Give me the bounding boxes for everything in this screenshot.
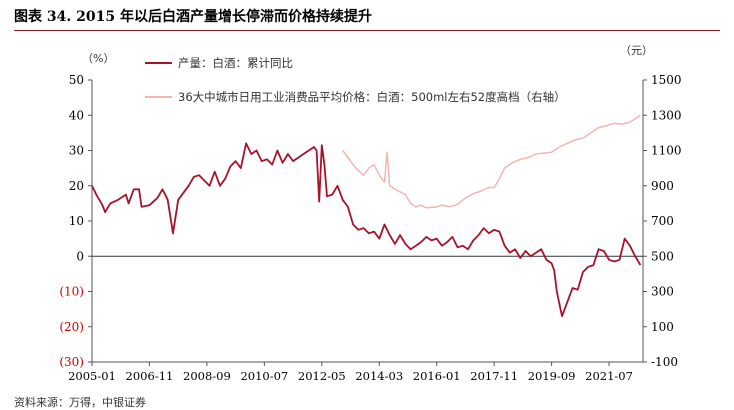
legend: 产量：白酒：累计同比 36大中城市日用工业消费品平均价格：白酒：500ml左右52… — [145, 56, 566, 104]
series-price-line — [342, 114, 641, 209]
x-tick-label: 2021-07 — [585, 369, 633, 383]
series-lines — [91, 114, 642, 318]
left-tick-label: 0 — [76, 249, 84, 263]
left-tick-label: 20 — [69, 179, 84, 193]
x-tick-label: 2017-11 — [470, 369, 518, 383]
x-tick-label: 2012-05 — [298, 369, 346, 383]
right-tick-label: 1500 — [651, 73, 682, 87]
left-tick-label: 50 — [69, 73, 84, 87]
right-tick-label: 100 — [651, 320, 674, 334]
legend-label-1: 产量：白酒：累计同比 — [178, 56, 293, 70]
x-tick-label: 2016-01 — [413, 369, 461, 383]
right-tick-label: 1300 — [651, 108, 682, 122]
axes: （%）（元）50403020100(10)(20)(30)15001300110… — [59, 44, 681, 383]
left-tick-label: 10 — [69, 214, 84, 228]
right-tick-label: 500 — [651, 249, 674, 263]
x-tick-label: 2006-11 — [126, 369, 174, 383]
figure-title: 图表 34. 2015 年以后白酒产量增长停滞而价格持续提升 — [14, 9, 372, 25]
source-note: 资料来源：万得，中银证券 — [14, 396, 146, 409]
left-tick-label: 40 — [69, 108, 84, 122]
right-tick-label: -100 — [651, 355, 678, 369]
x-tick-label: 2008-09 — [183, 369, 231, 383]
title-divider — [14, 30, 720, 31]
left-tick-label: 30 — [69, 144, 84, 158]
series-production-line — [91, 142, 642, 318]
x-tick-label: 2019-09 — [528, 369, 576, 383]
legend-label-2: 36大中城市日用工业消费品平均价格：白酒：500ml左右52度高档（右轴） — [178, 90, 566, 104]
right-unit-label: （元） — [620, 44, 653, 57]
right-tick-label: 300 — [651, 285, 674, 299]
left-tick-label: (10) — [59, 285, 84, 299]
x-tick-label: 2010-07 — [240, 369, 288, 383]
right-tick-label: 900 — [651, 179, 674, 193]
left-tick-label: (30) — [59, 355, 84, 369]
x-tick-label: 2014-03 — [355, 369, 403, 383]
right-tick-label: 1100 — [651, 144, 682, 158]
right-tick-label: 700 — [651, 214, 674, 228]
x-tick-label: 2005-01 — [68, 369, 116, 383]
left-tick-label: (20) — [59, 320, 84, 334]
left-unit-label: （%） — [82, 52, 114, 65]
